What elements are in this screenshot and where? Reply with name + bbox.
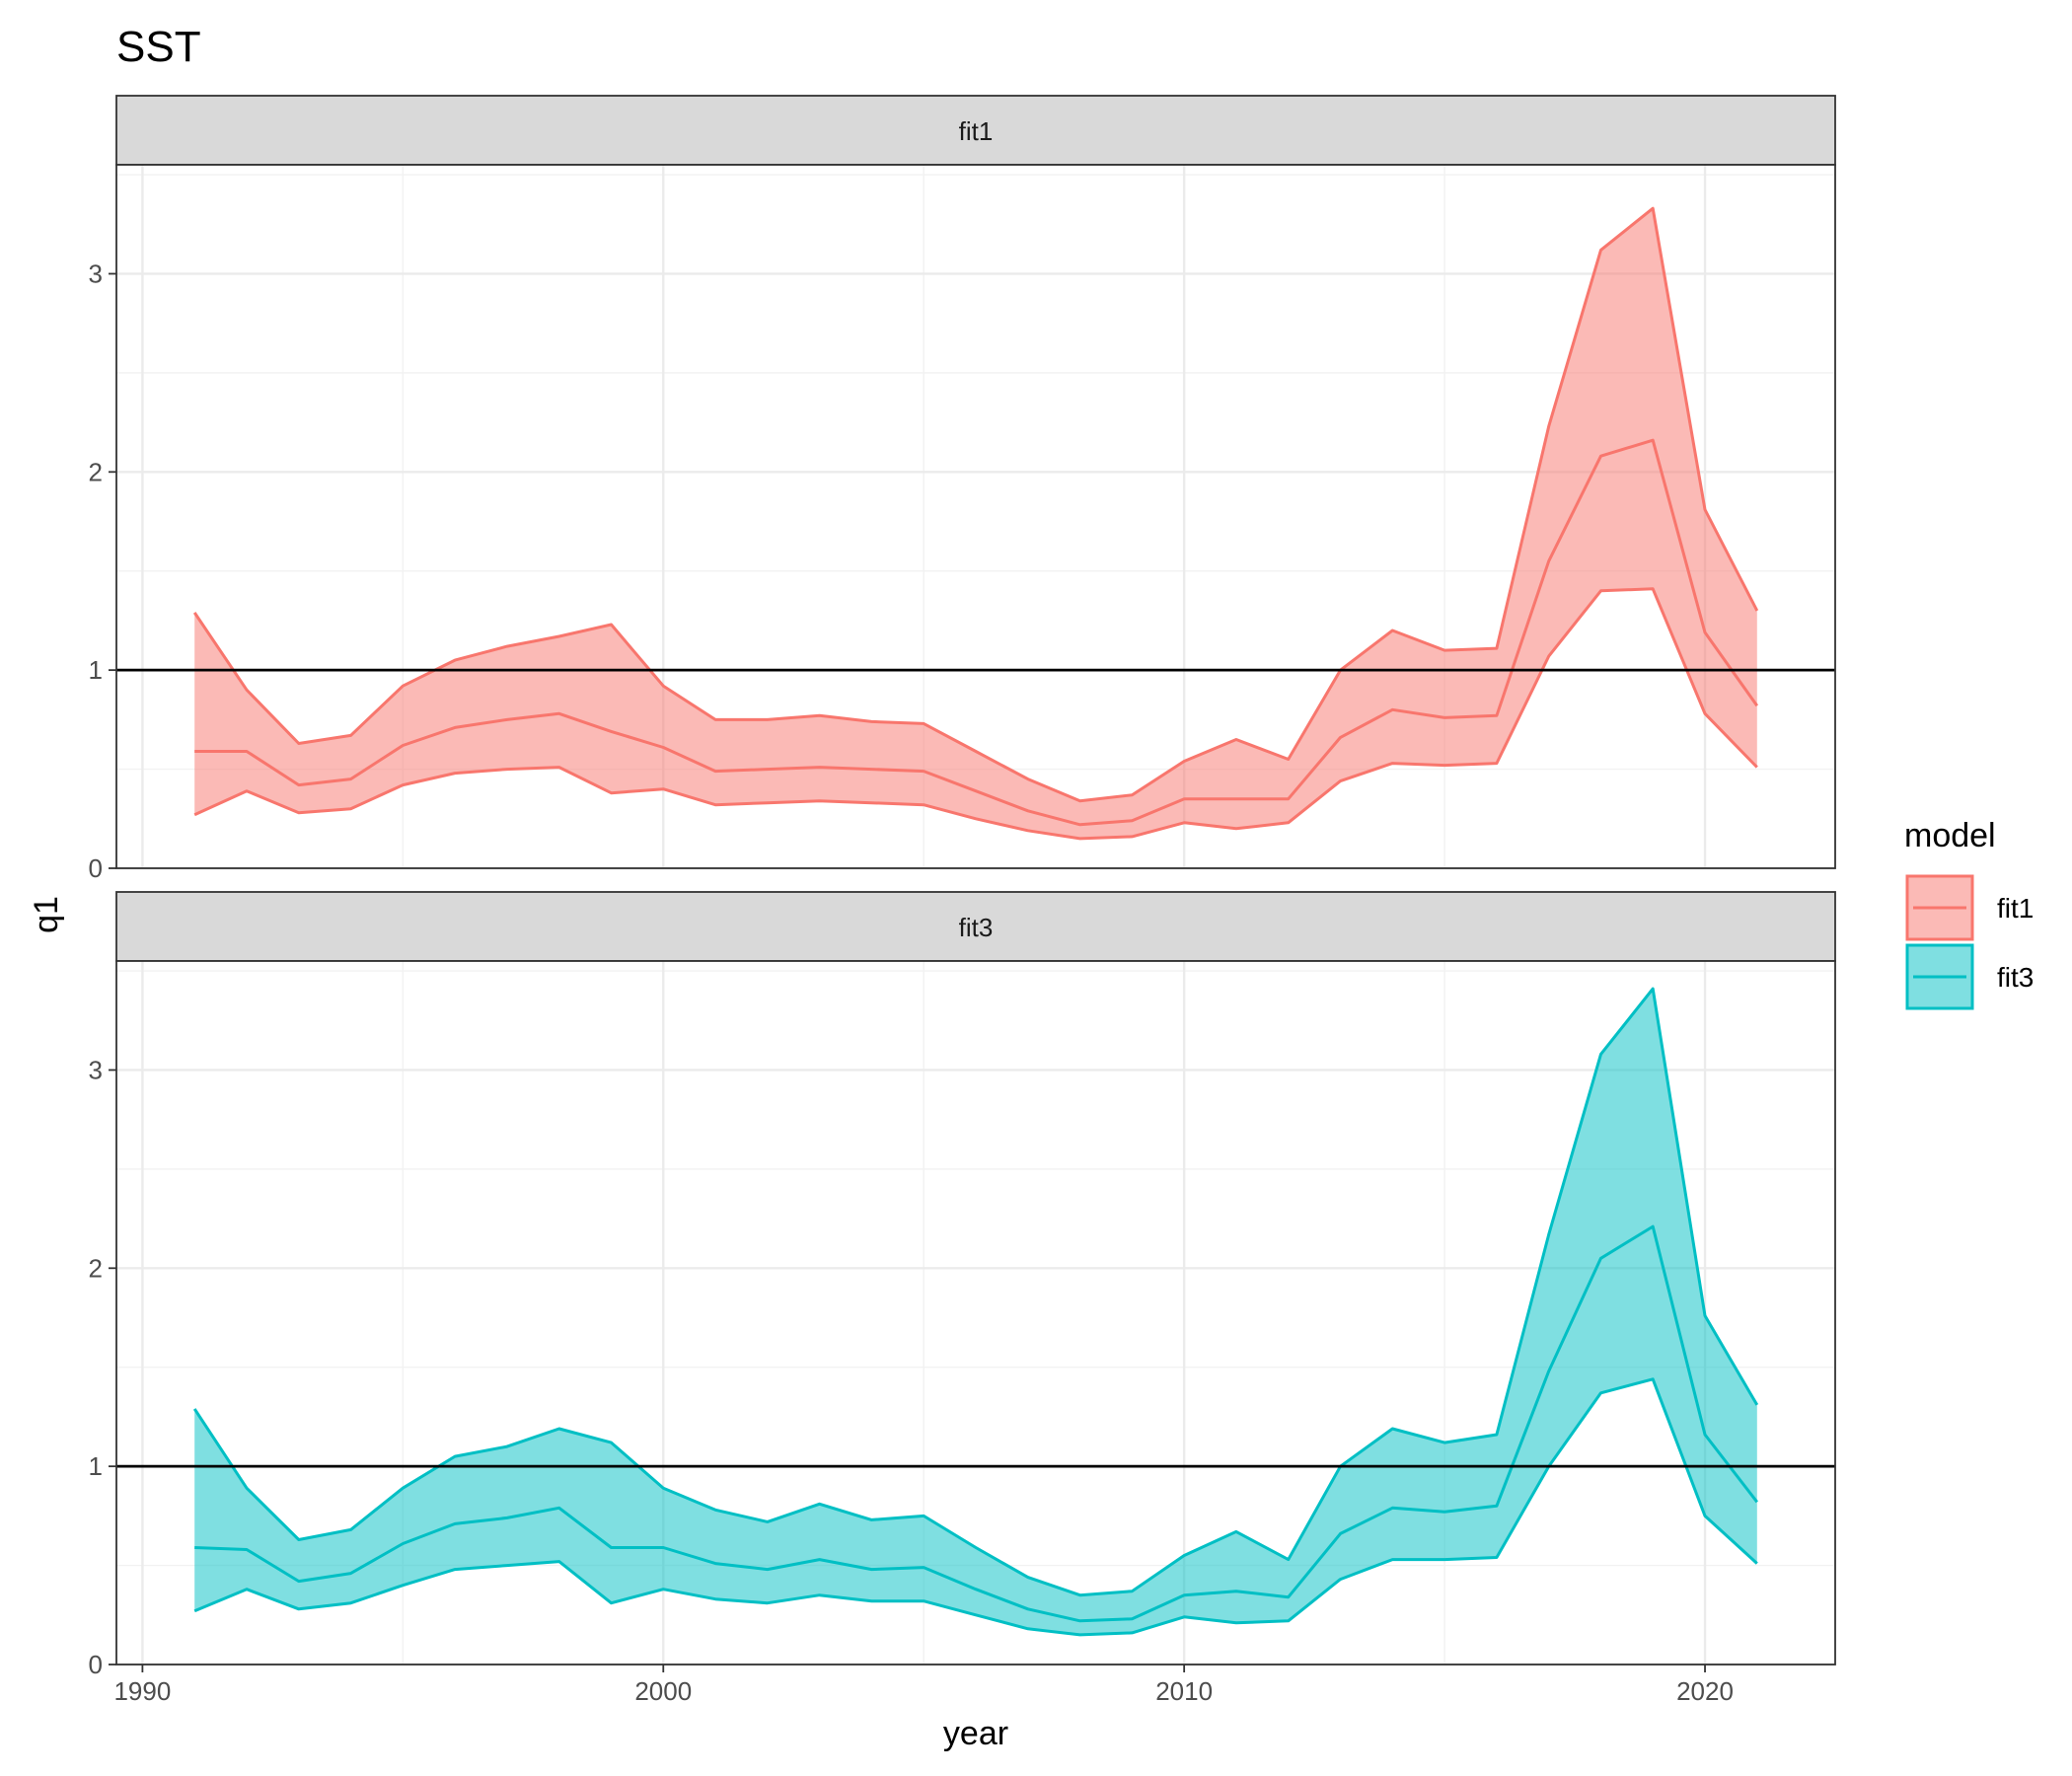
strip-fit1 bbox=[115, 95, 1836, 166]
legend-label: fit3 bbox=[1997, 962, 2034, 993]
legend-item-fit1: fit1 bbox=[1905, 874, 2034, 941]
x-axis: 1990 2000 2010 2020 bbox=[113, 1665, 1734, 1706]
y-axis-title: q1 bbox=[28, 896, 65, 933]
y-tick-label: 2 bbox=[89, 1253, 103, 1283]
chart-title: SST bbox=[116, 23, 201, 71]
legend-label: fit1 bbox=[1997, 893, 2034, 924]
y-tick-label: 3 bbox=[89, 259, 103, 288]
y-axis-fit3: 0 1 2 3 bbox=[89, 1055, 116, 1679]
y-tick-label: 3 bbox=[89, 1055, 103, 1084]
ribbon-fit1 bbox=[192, 206, 1759, 841]
strip-label-fit3: fit3 bbox=[959, 913, 994, 942]
x-tick-label: 1990 bbox=[113, 1676, 171, 1706]
y-tick-label: 0 bbox=[89, 853, 103, 883]
ribbon-area bbox=[194, 989, 1757, 1635]
ribbon-fit3 bbox=[192, 987, 1759, 1637]
series-line-upper bbox=[192, 206, 1759, 803]
ribbon-area bbox=[194, 208, 1757, 839]
strip-label-fit1: fit1 bbox=[959, 116, 994, 146]
legend-keys: fit1 fit3 bbox=[1905, 874, 2034, 1010]
series-line-lower bbox=[193, 587, 1758, 841]
y-tick-label: 1 bbox=[89, 655, 103, 685]
y-axis-fit1: 0 1 2 3 bbox=[89, 259, 116, 883]
y-tick-label: 1 bbox=[89, 1451, 103, 1481]
panel-border-fit1 bbox=[115, 164, 1836, 869]
x-tick-label: 2020 bbox=[1676, 1676, 1734, 1706]
legend-title: model bbox=[1904, 817, 1996, 854]
y-tick-label: 0 bbox=[89, 1650, 103, 1679]
y-tick-label: 2 bbox=[89, 457, 103, 486]
series-line-upper bbox=[192, 987, 1759, 1597]
legend-item-fit3: fit3 bbox=[1905, 943, 2034, 1010]
series-line-mid bbox=[194, 438, 1759, 827]
series-line-lower bbox=[193, 1377, 1758, 1637]
x-tick-label: 2000 bbox=[634, 1676, 692, 1706]
legend: model fit1 fit3 bbox=[1904, 817, 2034, 1010]
panel-fit1: fit1 0 1 2 3 bbox=[89, 95, 1836, 883]
series-line-mid bbox=[194, 1224, 1758, 1623]
panel-fit3: fit3 0 1 2 3 bbox=[89, 891, 1836, 1679]
panel-border-fit3 bbox=[115, 960, 1836, 1665]
x-axis-title: year bbox=[943, 1715, 1008, 1752]
x-tick-label: 2010 bbox=[1155, 1676, 1213, 1706]
